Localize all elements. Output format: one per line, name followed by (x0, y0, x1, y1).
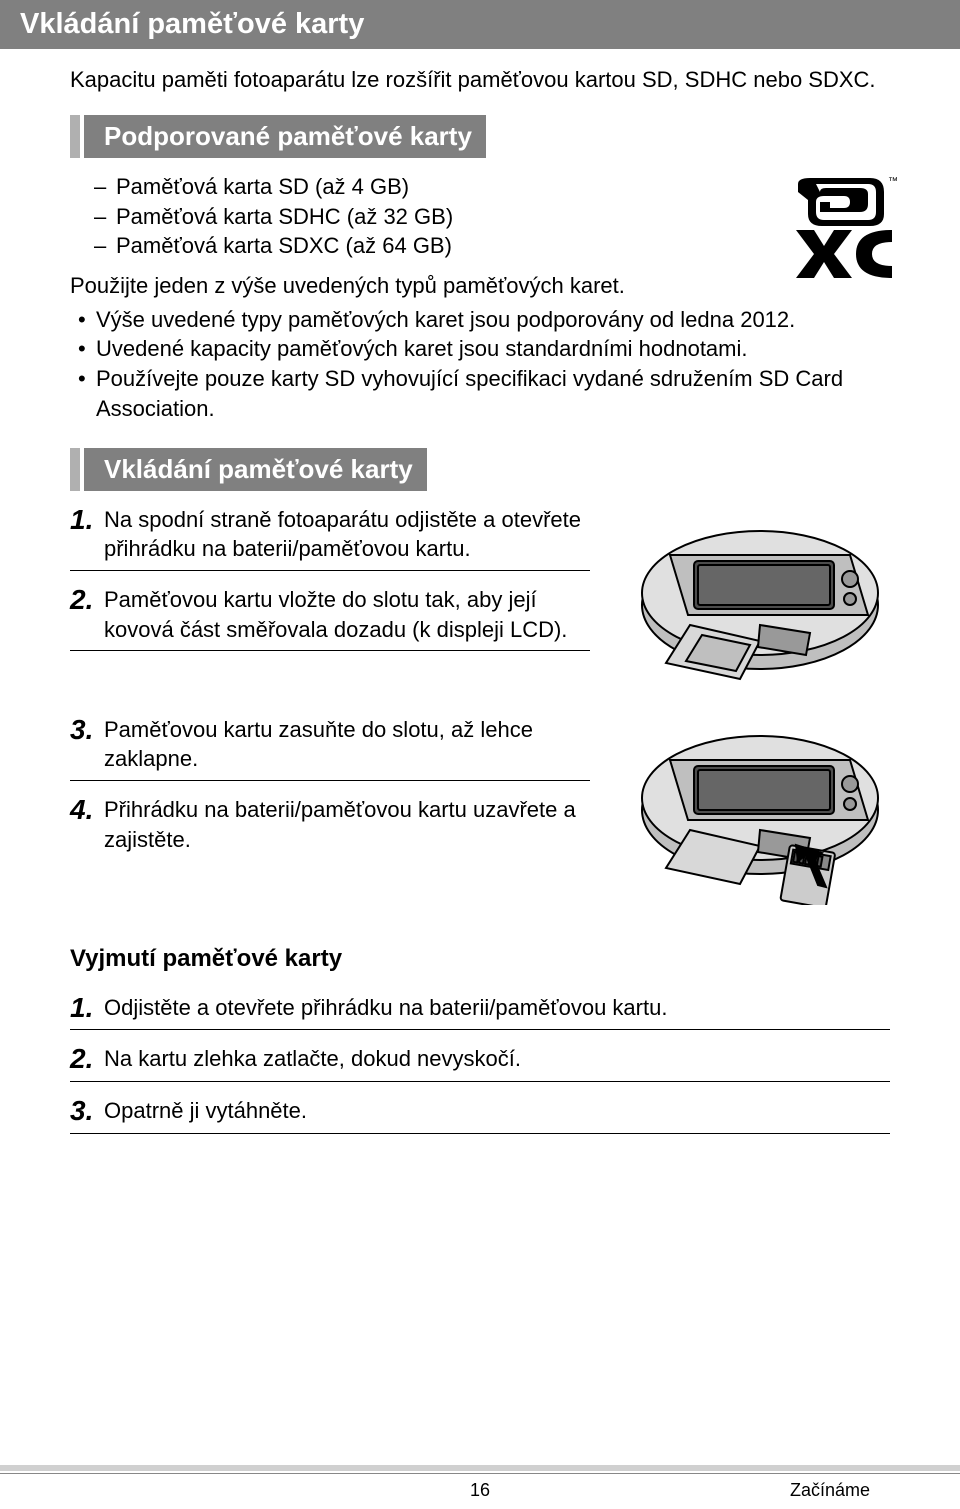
page-title: Vkládání paměťové karty (0, 0, 960, 49)
list-item: Paměťová karta SDXC (až 64 GB) (94, 231, 770, 261)
step: 3. Opatrně ji vytáhněte. (70, 1096, 890, 1134)
step: 1. Odjistěte a otevřete přihrádku na bat… (70, 993, 890, 1031)
notes-list: Výše uvedené typy paměťových karet jsou … (70, 305, 890, 424)
accent-bar-light (70, 448, 80, 491)
step-number: 1. (70, 993, 104, 1024)
tm-mark: ™ (888, 176, 898, 187)
step-text: Paměťovou kartu zasuňte do slotu, až leh… (104, 715, 590, 774)
step-number: 2. (70, 585, 104, 616)
footer-section-label: Začínáme (790, 1480, 870, 1501)
use-one-note: Použijte jeden z výše uvedených typů pam… (70, 271, 770, 301)
section-title: Podporované paměťové karty (94, 115, 486, 158)
step-text: Na spodní straně fotoaparátu odjistěte a… (104, 505, 590, 564)
accent-bar-light (70, 115, 80, 158)
step-text: Přihrádku na baterii/paměťovou kartu uza… (104, 795, 590, 854)
camera-illustration-open (610, 505, 890, 695)
section-title: Vkládání paměťové karty (94, 448, 427, 491)
step-number: 4. (70, 795, 104, 826)
list-item: Uvedené kapacity paměťových karet jsou s… (74, 334, 890, 364)
step: 3. Paměťovou kartu zasuňte do slotu, až … (70, 715, 590, 781)
page-number: 16 (470, 1480, 490, 1501)
step-text: Odjistěte a otevřete přihrádku na bateri… (104, 993, 890, 1023)
sdxc-logo: ™ (790, 172, 900, 282)
step: 4. Přihrádku na baterii/paměťovou kartu … (70, 795, 590, 860)
list-item: Paměťová karta SDHC (až 32 GB) (94, 202, 770, 232)
card-type-list: Paměťová karta SD (až 4 GB) Paměťová kar… (70, 172, 770, 261)
section-insert-card: Vkládání paměťové karty (70, 448, 890, 491)
list-item: Používejte pouze karty SD vyhovující spe… (74, 364, 890, 423)
step-text: Na kartu zlehka zatlačte, dokud nevyskoč… (104, 1044, 890, 1074)
step: 2. Paměťovou kartu vložte do slotu tak, … (70, 585, 590, 651)
list-item: Výše uvedené typy paměťových karet jsou … (74, 305, 890, 335)
accent-bar-dark (84, 115, 94, 158)
step-number: 2. (70, 1044, 104, 1075)
accent-bar-dark (84, 448, 94, 491)
camera-illustration-insert (610, 715, 890, 905)
step-number: 3. (70, 1096, 104, 1127)
list-item: Paměťová karta SD (až 4 GB) (94, 172, 770, 202)
section-supported-cards: Podporované paměťové karty (70, 115, 890, 158)
step-text: Paměťovou kartu vložte do slotu tak, aby… (104, 585, 590, 644)
subsection-remove-card: Vyjmutí paměťové karty (70, 945, 890, 973)
step-number: 1. (70, 505, 104, 536)
intro-text: Kapacitu paměti fotoaparátu lze rozšířit… (70, 67, 890, 93)
step-text: Opatrně ji vytáhněte. (104, 1096, 890, 1126)
step: 1. Na spodní straně fotoaparátu odjistět… (70, 505, 590, 571)
page-footer: 16 Začínáme (0, 1465, 960, 1509)
step-number: 3. (70, 715, 104, 746)
step: 2. Na kartu zlehka zatlačte, dokud nevys… (70, 1044, 890, 1082)
